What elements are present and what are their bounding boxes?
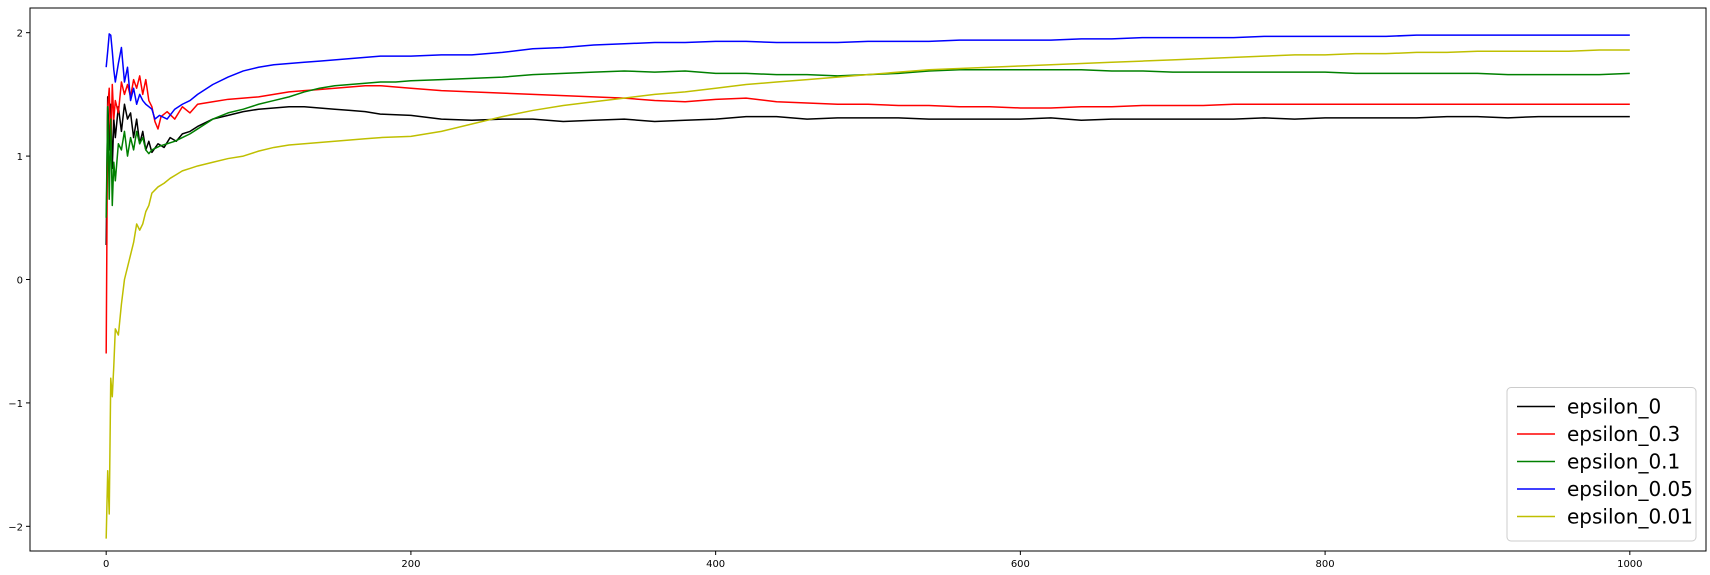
legend-label: epsilon_0 [1567,395,1661,419]
legend-label: epsilon_0.1 [1567,450,1680,474]
legend-box [1506,387,1697,542]
x-tick-label: 1000 [1617,559,1642,570]
series-lines [105,33,1630,539]
x-tick-label: 400 [706,559,725,570]
x-tick-label: 800 [1316,559,1335,570]
y-axis: −2 −1 0 1 2 [8,29,30,533]
x-tick-label: 200 [401,559,420,570]
legend-label: epsilon_0.05 [1567,477,1693,501]
x-tick-label: 600 [1011,559,1030,570]
y-tick-label: 0 [17,276,23,287]
series-line-epsilon-0-3 [105,75,1630,354]
y-tick-label: 1 [17,152,23,163]
legend-label: epsilon_0.3 [1567,422,1680,446]
series-line-epsilon-0-01 [105,49,1630,539]
series-line-epsilon-0 [105,96,1630,245]
y-tick-label: −2 [8,522,23,533]
x-axis: 0 200 400 600 800 1000 [103,551,1643,570]
y-tick-label: 2 [17,29,23,40]
y-tick-label: −1 [8,399,23,410]
x-tick-label: 0 [103,559,109,570]
legend: epsilon_0 epsilon_0.3 epsilon_0.1 epsilon_0… [1506,387,1697,542]
series-line-epsilon-0-05 [105,33,1630,120]
legend-label: epsilon_0.01 [1567,505,1693,529]
series-line-epsilon-0-1 [105,68,1630,218]
